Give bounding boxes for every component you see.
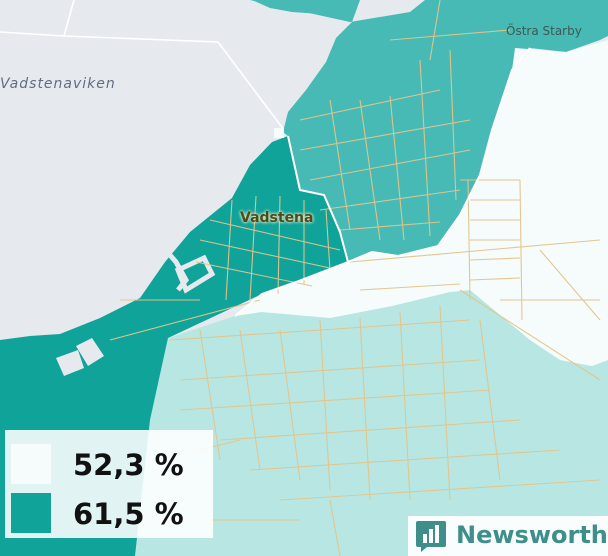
legend-value: 52,3 % <box>73 448 184 482</box>
region-light <box>135 290 608 556</box>
town-name-label: Vadstena <box>240 210 314 226</box>
region-low <box>235 40 608 366</box>
legend-swatch <box>11 493 51 533</box>
legend-swatch <box>11 444 51 484</box>
shore-marker <box>274 128 284 138</box>
legend-item: 61,5 % <box>11 493 211 537</box>
village-name-label: Östra Starby <box>506 24 582 38</box>
water-boundary-lines <box>0 0 285 131</box>
brand-name: Newsworthy <box>456 521 608 549</box>
legend-value: 61,5 % <box>73 497 184 531</box>
brand-badge[interactable]: Newsworthy <box>408 516 608 556</box>
road-network <box>109 0 601 556</box>
region-mid-top-left <box>252 0 360 14</box>
region-mid <box>250 0 608 262</box>
legend-item: 52,3 % <box>11 444 211 488</box>
region-borders <box>234 47 531 317</box>
legend: 52,3 % 61,5 % <box>5 430 213 538</box>
water-name-label: Vadstenaviken <box>0 76 116 92</box>
bar-chart-icon <box>416 521 446 552</box>
harbour-pier <box>116 200 216 294</box>
islets <box>56 338 104 376</box>
